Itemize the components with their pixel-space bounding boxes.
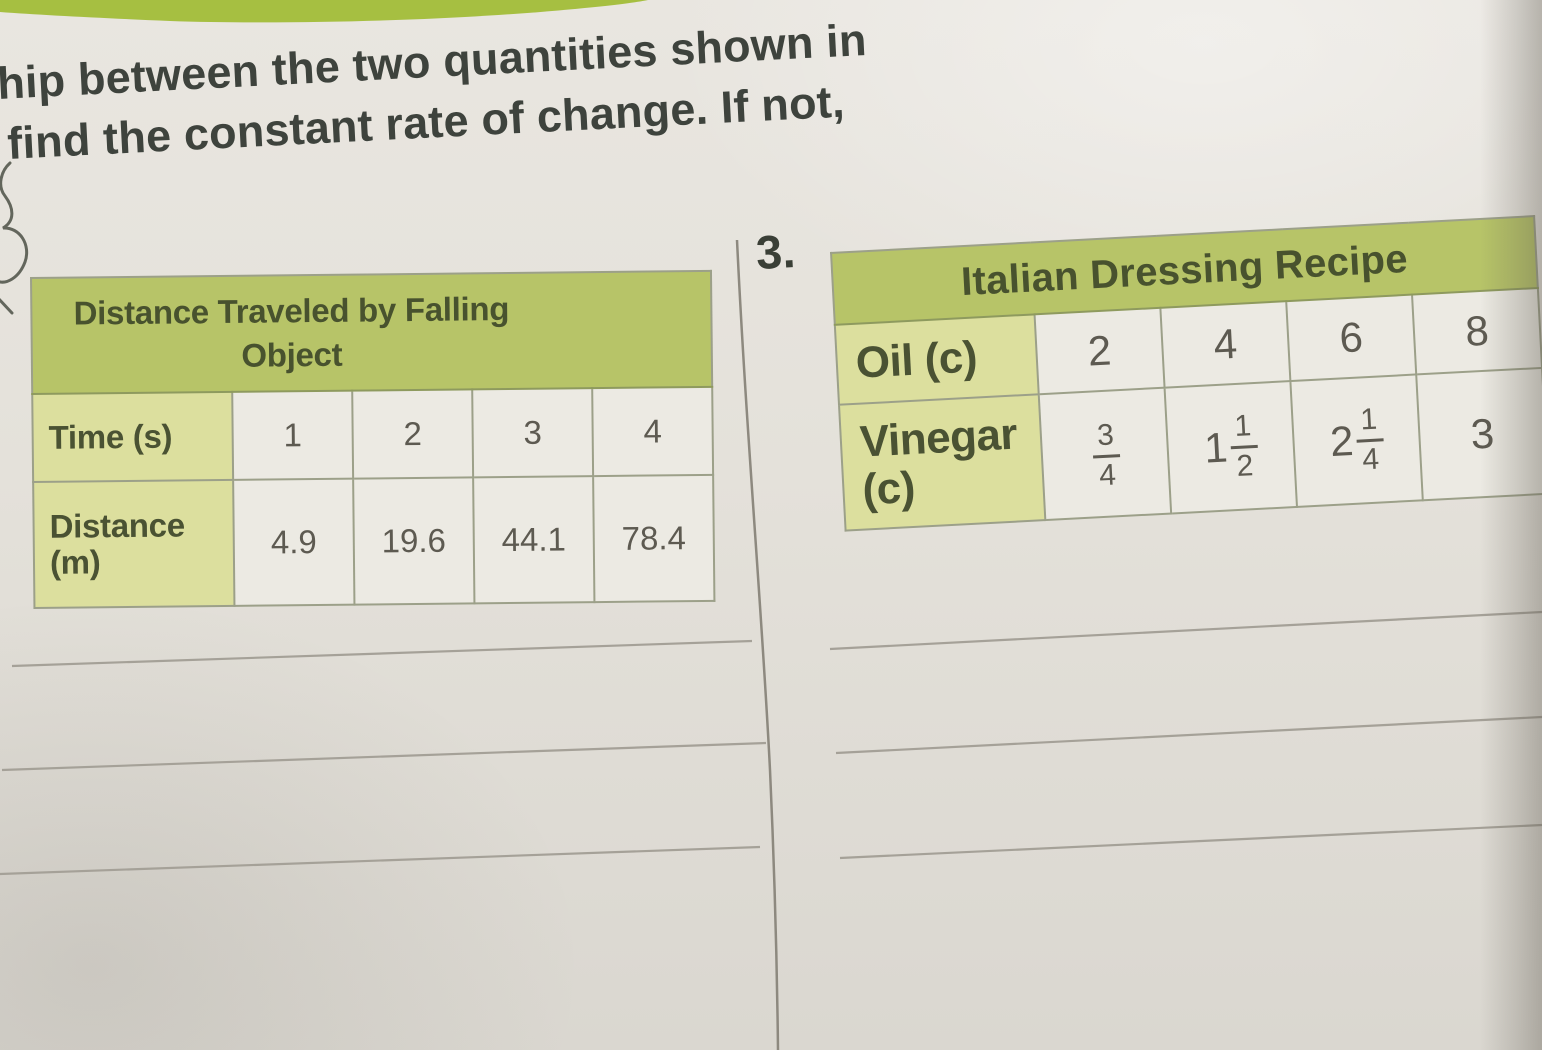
value-cell: 19.6: [353, 477, 475, 605]
value-cell: 4.9: [233, 478, 355, 606]
answer-line: [0, 845, 761, 876]
whole-number: 2: [1328, 416, 1355, 466]
whole-number: 1: [1203, 423, 1229, 472]
value-cell: 4: [1160, 301, 1291, 388]
falling-object-table: Distance Traveled by Falling Object Time…: [30, 270, 715, 609]
value-cell: 2: [1034, 307, 1165, 395]
answer-line: [1, 741, 767, 772]
falling-object-table-title: Distance Traveled by Falling Object: [31, 270, 713, 394]
top-green-band: [0, 0, 648, 23]
answer-line: [11, 639, 753, 668]
value-cell: 4: [592, 386, 714, 477]
table-row: Distance (m) 4.9 19.6 44.1 78.4: [33, 474, 715, 608]
table-row: Time (s) 1 2 3 4: [32, 386, 714, 482]
value-cell: 2: [352, 389, 474, 479]
value-cell: 78.4: [593, 474, 715, 603]
row-label: Time (s): [32, 391, 234, 482]
value-cell: 6: [1286, 294, 1417, 382]
value-cell: 3: [472, 388, 594, 478]
problem-number: 3.: [754, 224, 797, 279]
answer-line: [829, 610, 1542, 651]
answer-line: [839, 823, 1542, 860]
pen-doodle-dash: [0, 298, 14, 315]
column-divider-line: [735, 239, 780, 1050]
table-title-row: Distance Traveled by Falling Object: [31, 270, 713, 394]
answer-line: [835, 715, 1542, 755]
row-label: Vinegar (c): [839, 394, 1046, 531]
row-label: Distance (m): [33, 479, 235, 608]
value-cell: 1: [232, 390, 354, 480]
page-edge-shadow: [1480, 0, 1542, 1050]
row-label: Oil (c): [834, 314, 1039, 405]
pen-doodle: [0, 161, 28, 284]
recipe-table: Italian Dressing Recipe Oil (c) 2 4 6 8 …: [830, 215, 1542, 532]
value-cell: 44.1: [473, 476, 595, 604]
